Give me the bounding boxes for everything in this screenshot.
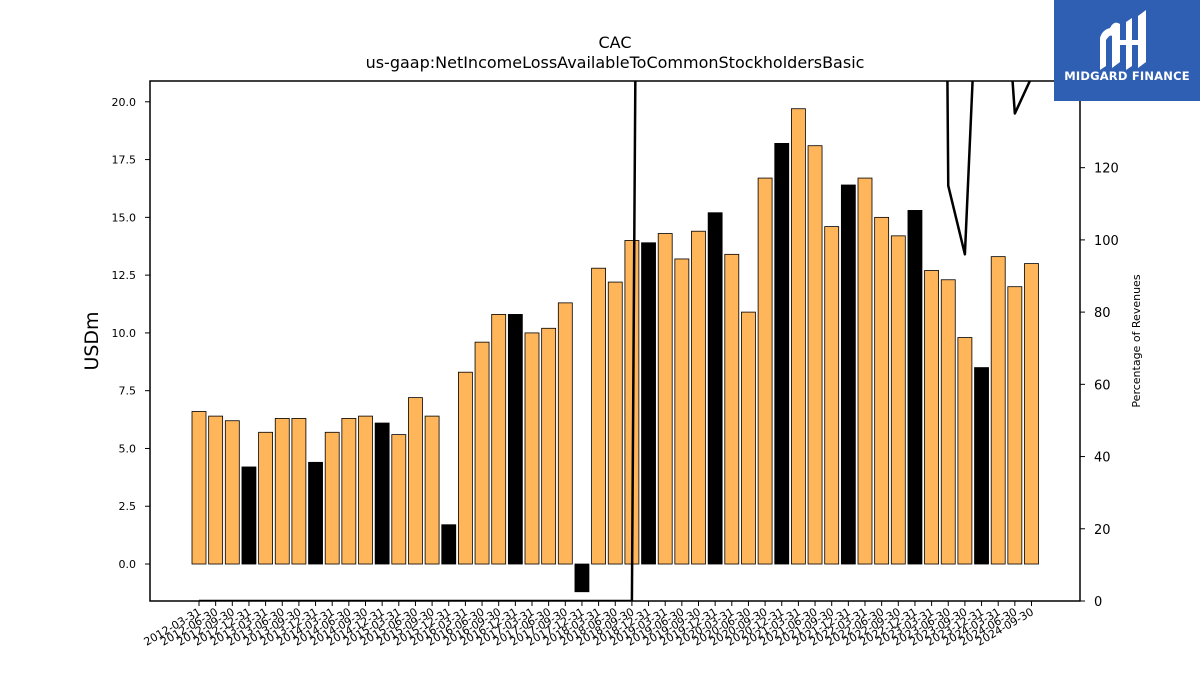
y-tick-label: 12.5 xyxy=(112,269,137,282)
bar-2016-09-30 xyxy=(491,314,507,565)
bar-2019-09-30 xyxy=(691,230,706,565)
chart-title: CAC xyxy=(598,33,631,52)
y2-tick-label: 0 xyxy=(1094,595,1102,610)
y-tick-label: 0.0 xyxy=(119,558,137,571)
bar-2016-06-30 xyxy=(474,341,490,565)
percentage-line xyxy=(199,81,1032,601)
bar-2017-09-30 xyxy=(557,302,573,565)
y-tick-label: 20.0 xyxy=(112,96,137,109)
bar-2018-06-30 xyxy=(607,281,623,565)
bar-2012-09-30 xyxy=(224,420,240,565)
y2-tick-label: 60 xyxy=(1094,378,1111,393)
y2-tick-label: 80 xyxy=(1094,306,1111,321)
bar-2014-03-31 xyxy=(324,431,340,565)
x-axis-ticks: 2012-03-312012-06-302012-09-302012-12-31… xyxy=(142,601,1036,649)
y2-tick-label: 100 xyxy=(1094,234,1119,249)
bar-2013-06-30 xyxy=(274,418,290,565)
bar-2021-09-30 xyxy=(824,226,840,565)
bar-2020-09-30 xyxy=(757,177,773,565)
y-tick-label: 10.0 xyxy=(112,327,137,340)
bar-2017-06-30 xyxy=(541,327,557,565)
bar-2020-12-31 xyxy=(774,142,790,565)
bar-2013-12-31 xyxy=(308,461,323,565)
bar-2020-06-30 xyxy=(741,311,756,565)
y2-axis-label: Percentage of Revenues xyxy=(1130,274,1143,407)
bar-2021-03-31 xyxy=(791,108,806,565)
bar-2016-12-31 xyxy=(507,314,523,565)
bar-2013-03-31 xyxy=(258,431,274,565)
midgard-finance-logo: MIDGARD FINANCE xyxy=(1054,0,1200,101)
bar-2012-06-30 xyxy=(208,415,224,565)
y2-tick-label: 40 xyxy=(1094,451,1111,466)
y2-tick-label: 20 xyxy=(1094,523,1111,538)
logo-text: MIDGARD FINANCE xyxy=(1064,69,1190,83)
bar-2014-12-31 xyxy=(374,422,390,565)
y-tick-label: 17.5 xyxy=(112,154,137,167)
bar-2014-06-30 xyxy=(341,418,357,565)
chart-subtitle: us-gaap:NetIncomeLossAvailableToCommonSt… xyxy=(366,53,865,72)
bar-2019-12-31 xyxy=(707,212,723,565)
bar-2023-06-30 xyxy=(940,279,956,565)
y-tick-label: 15.0 xyxy=(112,211,137,224)
bar-2022-12-31 xyxy=(907,210,923,565)
bar-2014-09-30 xyxy=(358,415,373,565)
bar-2023-12-31 xyxy=(974,367,989,565)
y2-tick-label: 120 xyxy=(1094,162,1119,177)
bar-2022-06-30 xyxy=(874,216,890,565)
bar-2021-06-30 xyxy=(807,145,823,565)
percentage-line-series xyxy=(199,81,1032,601)
bar-2015-03-31 xyxy=(391,434,407,565)
bar-2023-03-31 xyxy=(924,270,939,565)
bar-2018-03-31 xyxy=(591,267,606,565)
bar-2020-03-31 xyxy=(724,253,740,565)
logo-badge-icon xyxy=(1054,0,1200,101)
bar-2022-09-30 xyxy=(890,235,906,565)
bar-2015-12-31 xyxy=(441,524,457,565)
bar-2024-06-30 xyxy=(1007,286,1023,565)
y-tick-label: 5.0 xyxy=(119,442,137,455)
bar-2013-09-30 xyxy=(291,418,307,565)
bar-2022-03-31 xyxy=(857,177,873,565)
y-tick-label: 7.5 xyxy=(119,385,137,398)
y-tick-label: 2.5 xyxy=(119,500,137,513)
bar-2018-12-31 xyxy=(641,242,656,565)
bar-2017-12-31 xyxy=(574,563,590,593)
bar-2019-06-30 xyxy=(674,258,690,565)
bar-2021-12-31 xyxy=(840,184,856,565)
bar-series xyxy=(191,108,1039,593)
bar-2017-03-31 xyxy=(524,332,540,565)
bar-2016-03-31 xyxy=(457,371,473,565)
y-axis-label: USDm xyxy=(81,311,103,370)
bar-2012-12-31 xyxy=(241,466,257,565)
bar-2024-03-31 xyxy=(990,256,1006,565)
bar-2015-09-30 xyxy=(424,415,440,565)
bar-2019-03-31 xyxy=(657,233,673,565)
y-axis-ticks: 0.0 2.5 5.0 7.5 10.0 12.5 15.0 17.5 20.0 xyxy=(112,96,150,571)
y2-axis-ticks: 0 20 40 60 80 100 120 xyxy=(1080,162,1119,610)
bar-2024-09-30 xyxy=(1024,263,1039,565)
bar-2012-03-31 xyxy=(191,411,207,565)
bar-2023-09-30 xyxy=(957,337,973,565)
bar-2015-06-30 xyxy=(408,397,423,565)
